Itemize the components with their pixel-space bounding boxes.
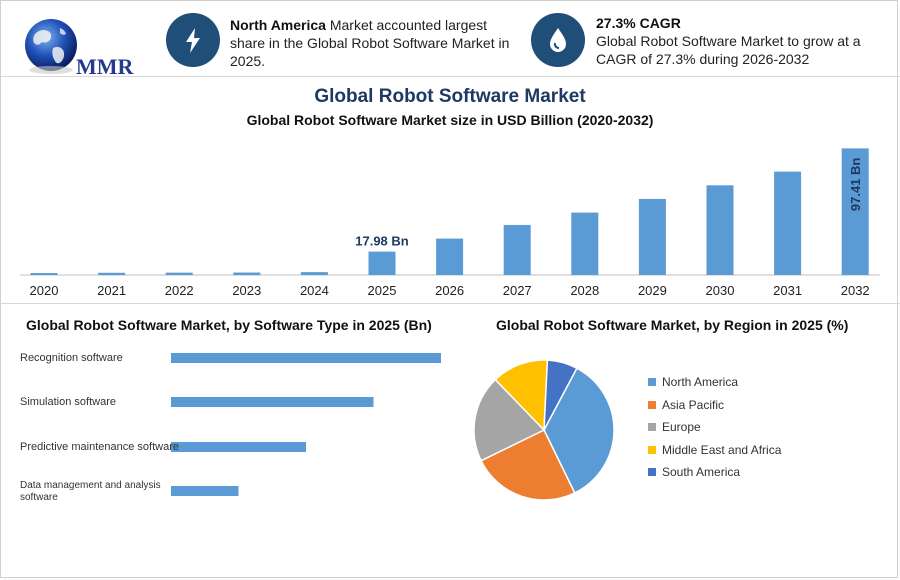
legend-swatch xyxy=(648,400,656,409)
info-north-america-bold: North America xyxy=(230,17,326,33)
software-type-title: Global Robot Software Market, by Softwar… xyxy=(26,317,432,333)
legend-label: South America xyxy=(662,465,741,480)
data-label-2025: 17.98 Bn xyxy=(355,234,409,249)
info-cagr-bold: 27.3% CAGR xyxy=(596,15,681,31)
bar-2028 xyxy=(571,212,599,275)
legend-item: Europe xyxy=(648,416,781,439)
category-label: software xyxy=(20,492,58,503)
pie-slice-north-america xyxy=(543,367,615,494)
category-label: Data management and analysis xyxy=(20,480,161,491)
droplet-icon xyxy=(531,13,585,67)
x-tick-label: 2032 xyxy=(841,283,870,298)
x-tick-label: 2020 xyxy=(30,283,59,298)
category-label: Predictive maintenance software xyxy=(20,441,179,453)
x-tick-label: 2026 xyxy=(435,283,464,298)
bar-2023 xyxy=(233,272,261,275)
page-title: Global Robot Software Market xyxy=(314,86,586,107)
bar-2030 xyxy=(706,185,734,275)
x-tick-label: 2021 xyxy=(97,283,126,298)
legend-item: South America xyxy=(648,461,781,484)
pie-slice-europe xyxy=(473,378,546,462)
software-type-chart: Recognition software Simulation software P… xyxy=(20,352,441,503)
pie-slice-middle-east-and-africa xyxy=(494,359,549,432)
data-label-2032: 97.41 Bn xyxy=(848,158,863,212)
logo-text: MMR xyxy=(76,54,134,79)
legend-swatch xyxy=(648,378,656,387)
bar-2025 xyxy=(368,251,396,275)
x-tick-label: 2025 xyxy=(368,283,397,298)
region-pie-chart xyxy=(473,359,615,501)
x-tick-label: 2029 xyxy=(638,283,667,298)
legend-swatch xyxy=(648,468,656,477)
legend-item: Middle East and Africa xyxy=(648,439,781,462)
section-divider xyxy=(0,303,900,304)
legend-label: North America xyxy=(662,375,739,390)
bar-2022 xyxy=(165,272,193,275)
lightning-icon xyxy=(166,13,220,67)
legend-item: North America xyxy=(648,371,781,394)
hbar-3 xyxy=(171,486,239,496)
x-tick-label: 2024 xyxy=(300,283,329,298)
x-tick-label: 2027 xyxy=(503,283,532,298)
region-legend: North America Asia Pacific Europe Middle Ea… xyxy=(648,371,781,484)
x-tick-label: 2022 xyxy=(165,283,194,298)
pie-slice-south-america xyxy=(543,359,578,431)
info-cagr: 27.3% CAGR Global Robot Software Market … xyxy=(596,14,886,68)
x-tick-label: 2023 xyxy=(232,283,261,298)
market-size-chart: 2020 2021 2022 2023 2024 2025 2026 2027 2028 2029… xyxy=(20,148,880,298)
hbar-0 xyxy=(171,353,441,363)
info-north-america-text: Market accounted largest share in the Gl… xyxy=(230,17,510,69)
legend-label: Europe xyxy=(662,420,701,435)
category-label: Recognition software xyxy=(20,352,123,364)
bar-2029 xyxy=(638,198,666,275)
info-north-america: North America Market accounted largest s… xyxy=(230,16,520,70)
legend-label: Asia Pacific xyxy=(662,397,725,412)
mmr-logo: MMR xyxy=(18,12,148,82)
x-tick-label: 2031 xyxy=(773,283,802,298)
x-tick-label: 2028 xyxy=(570,283,599,298)
bar-2031 xyxy=(774,171,802,275)
pie-slice-asia-pacific xyxy=(480,428,576,501)
info-cagr-text: Global Robot Software Market to grow at … xyxy=(596,33,861,67)
legend-swatch xyxy=(648,423,656,432)
bar-2026 xyxy=(436,238,464,275)
bar-2024 xyxy=(300,272,328,275)
legend-label: Middle East and Africa xyxy=(662,442,782,457)
bar-2020 xyxy=(30,273,58,275)
bar-2027 xyxy=(503,224,531,275)
globe-icon xyxy=(25,19,77,74)
x-tick-label: 2030 xyxy=(706,283,735,298)
legend-swatch xyxy=(648,445,656,454)
hbar-2 xyxy=(171,442,306,452)
category-label: Simulation software xyxy=(20,396,116,408)
bar-2032 xyxy=(841,148,869,275)
header-divider xyxy=(0,76,900,77)
hbar-1 xyxy=(171,397,374,407)
region-title: Global Robot Software Market, by Region … xyxy=(496,317,849,333)
bar-2021 xyxy=(98,272,126,275)
top-chart-title: Global Robot Software Market size in USD… xyxy=(246,112,654,128)
legend-item: Asia Pacific xyxy=(648,394,781,417)
